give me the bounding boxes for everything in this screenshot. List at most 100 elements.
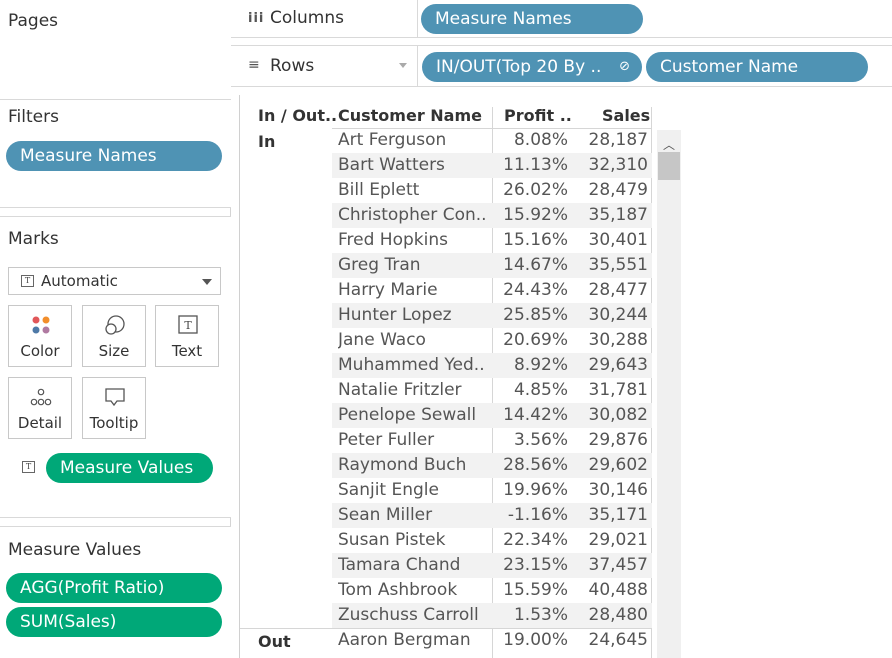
customer-name-cell: Hunter Lopez: [338, 305, 452, 325]
measure-values-title: Measure Values: [8, 540, 142, 560]
customer-name-cell: Aaron Bergman: [338, 630, 471, 650]
sales-cell: 35,171: [588, 505, 648, 525]
table-row[interactable]: Zuschuss Carroll 1.53% 28,480: [240, 603, 680, 628]
profit-ratio-cell: 8.92%: [513, 355, 568, 375]
customer-name-cell: Penelope Sewall: [338, 405, 477, 425]
table-row[interactable]: Art Ferguson 8.08% 28,187: [240, 128, 680, 153]
table-row[interactable]: Tom Ashbrook 15.59% 40,488: [240, 578, 680, 603]
color-button[interactable]: Color: [8, 305, 72, 367]
table-row[interactable]: Raymond Buch 28.56% 29,602: [240, 453, 680, 478]
header-profit-ratio[interactable]: Profit ..: [504, 106, 572, 125]
table-row[interactable]: Muhammed Yed.. 8.92% 29,643: [240, 353, 680, 378]
size-icon: [105, 315, 125, 335]
profit-ratio-cell: 20.69%: [503, 330, 568, 350]
sales-cell: 35,187: [588, 205, 648, 225]
customer-name-cell: Zuschuss Carroll: [338, 605, 479, 625]
text-button[interactable]: T Text: [155, 305, 219, 367]
sales-cell: 28,480: [588, 605, 648, 625]
color-label: Color: [20, 342, 60, 360]
customer-name-cell: Jane Waco: [338, 330, 426, 350]
measure-values-pill[interactable]: Measure Values: [46, 453, 213, 483]
table-row[interactable]: Penelope Sewall 14.42% 30,082: [240, 403, 680, 428]
tooltip-label: Tooltip: [89, 414, 139, 432]
customer-name-cell: Susan Pistek: [338, 530, 446, 550]
table-row[interactable]: Greg Tran 14.67% 35,551: [240, 253, 680, 278]
filters-card: Filters Measure Names: [0, 100, 231, 208]
sales-cell: 30,288: [588, 330, 648, 350]
scrollbar-thumb[interactable]: [658, 152, 680, 180]
profit-ratio-cell: 15.59%: [503, 580, 568, 600]
row-band: [332, 403, 652, 428]
header-in-out[interactable]: In / Out..: [258, 106, 338, 125]
sales-cell: 30,146: [588, 480, 648, 500]
column-divider: [651, 107, 652, 658]
table-row[interactable]: Natalie Fritzler 4.85% 31,781: [240, 378, 680, 403]
vertical-scrollbar[interactable]: ︿: [657, 130, 681, 658]
header-sales[interactable]: Sales: [602, 106, 651, 125]
chevron-up-icon[interactable]: ︿: [663, 138, 676, 152]
table-row[interactable]: Bart Watters 11.13% 32,310: [240, 153, 680, 178]
table-row[interactable]: Fred Hopkins 15.16% 30,401: [240, 228, 680, 253]
row-band: [332, 553, 652, 578]
customer-name-cell: Tamara Chand: [338, 555, 461, 575]
profit-ratio-cell: 25.85%: [503, 305, 568, 325]
profit-ratio-cell: -1.16%: [507, 505, 568, 525]
table-row[interactable]: Sean Miller -1.16% 35,171: [240, 503, 680, 528]
customer-name-cell: Christopher Con..: [338, 205, 487, 225]
profit-ratio-cell: 19.96%: [503, 480, 568, 500]
row-band: [332, 353, 652, 378]
table-row[interactable]: Tamara Chand 23.15% 37,457: [240, 553, 680, 578]
pages-title: Pages: [8, 11, 59, 31]
rows-shelf: ≡ Rows IN/OUT(Top 20 By .. ⊘ Customer Na…: [231, 45, 892, 87]
shelf-divider: [417, 46, 418, 86]
profit-ratio-cell: 24.43%: [503, 280, 568, 300]
customer-name-cell: Art Ferguson: [338, 130, 447, 150]
customer-name-cell: Fred Hopkins: [338, 230, 448, 250]
size-button[interactable]: Size: [82, 305, 146, 367]
text-mark-icon: T: [21, 275, 34, 287]
data-view: In / Out.. Customer Name Profit .. Sales…: [239, 95, 892, 658]
customer-name-cell: Natalie Fritzler: [338, 380, 462, 400]
table-row[interactable]: Sanjit Engle 19.96% 30,146: [240, 478, 680, 503]
sales-cell: 30,244: [588, 305, 648, 325]
measure-pill-profit-ratio[interactable]: AGG(Profit Ratio): [6, 573, 222, 603]
row-band: [332, 253, 652, 278]
profit-ratio-cell: 11.13%: [503, 155, 568, 175]
tooltip-button[interactable]: Tooltip: [82, 377, 146, 439]
detail-icon: [30, 388, 52, 406]
rows-pill-customer-name[interactable]: Customer Name: [646, 52, 868, 82]
marks-title: Marks: [8, 229, 59, 249]
profit-ratio-cell: 8.08%: [513, 130, 568, 150]
columns-label: Columns: [270, 8, 344, 28]
group-label-in: In: [258, 132, 276, 151]
profit-ratio-cell: 4.85%: [513, 380, 568, 400]
filter-pill-measure-names[interactable]: Measure Names: [6, 141, 222, 171]
profit-ratio-cell: 15.92%: [503, 205, 568, 225]
measure-pill-sales[interactable]: SUM(Sales): [6, 607, 222, 637]
profit-ratio-cell: 26.02%: [503, 180, 568, 200]
table-row[interactable]: Hunter Lopez 25.85% 30,244: [240, 303, 680, 328]
table-row[interactable]: Peter Fuller 3.56% 29,876: [240, 428, 680, 453]
mark-type-dropdown[interactable]: T Automatic: [8, 267, 221, 295]
customer-name-cell: Greg Tran: [338, 255, 421, 275]
header-customer-name[interactable]: Customer Name: [338, 106, 482, 125]
table-row[interactable]: Bill Eplett 26.02% 28,479: [240, 178, 680, 203]
table-row[interactable]: Harry Marie 24.43% 28,477: [240, 278, 680, 303]
profit-ratio-cell: 19.00%: [503, 630, 568, 650]
rows-pill-in-out-set[interactable]: IN/OUT(Top 20 By .. ⊘: [422, 52, 642, 82]
profit-ratio-cell: 14.67%: [503, 255, 568, 275]
table-row[interactable]: Christopher Con.. 15.92% 35,187: [240, 203, 680, 228]
detail-label: Detail: [17, 414, 63, 432]
table-row[interactable]: Aaron Bergman 19.00% 24,645: [240, 628, 680, 653]
sales-cell: 32,310: [588, 155, 648, 175]
table-row[interactable]: Susan Pistek 22.34% 29,021: [240, 528, 680, 553]
columns-pill-measure-names[interactable]: Measure Names: [421, 4, 643, 34]
mark-type-value: Automatic: [41, 272, 118, 290]
profit-ratio-cell: 1.53%: [513, 605, 568, 625]
table-row[interactable]: Jane Waco 20.69% 30,288: [240, 328, 680, 353]
detail-button[interactable]: Detail: [8, 377, 72, 439]
filters-title: Filters: [8, 107, 59, 127]
sales-cell: 24,645: [588, 630, 648, 650]
chevron-down-icon[interactable]: [399, 63, 407, 68]
sales-cell: 30,401: [588, 230, 648, 250]
